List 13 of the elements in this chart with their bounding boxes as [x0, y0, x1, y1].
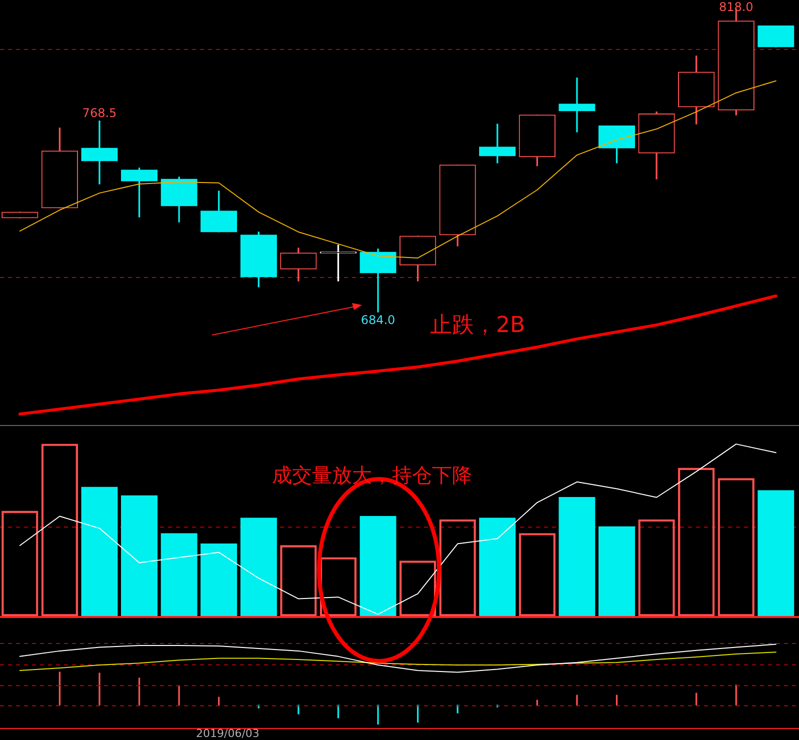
candlestick — [240, 232, 277, 288]
candlestick — [200, 190, 238, 232]
candlestick — [81, 120, 118, 184]
text: 818.0 — [718, 0, 754, 14]
text: 684.0 — [360, 313, 396, 328]
text: 768.5 — [82, 106, 117, 120]
text: 止跌，2B — [430, 312, 526, 340]
candlestick — [558, 78, 596, 132]
candlestick — [479, 124, 516, 164]
candlestick — [160, 176, 198, 222]
candlestick — [758, 26, 794, 48]
annotation: 成交量放大，持仓下降 — [272, 462, 472, 489]
text: 2019/06/03 — [196, 727, 260, 740]
